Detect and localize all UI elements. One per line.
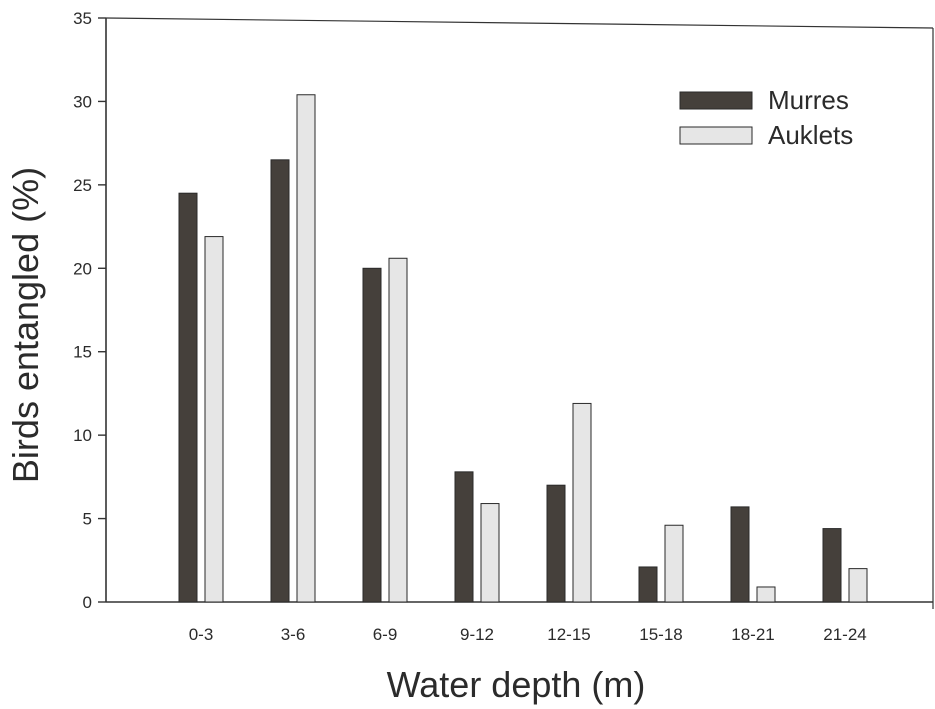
y-axis-title: Birds entangled (%) <box>5 167 46 483</box>
x-axis-ticks: 0-3 3-6 6-9 9-12 12-15 15-18 18-21 21-24 <box>189 625 867 644</box>
top-border <box>105 17 934 29</box>
bar-murres-15-18 <box>638 566 658 603</box>
legend-label-murres: Murres <box>768 85 849 115</box>
x-tick-label: 3-6 <box>281 625 306 644</box>
bar-auklets-18-21 <box>756 586 776 603</box>
x-tick-label: 21-24 <box>823 625 866 644</box>
bar-murres-21-24 <box>822 528 842 603</box>
y-tick-label: 25 <box>73 176 92 195</box>
x-tick-label: 18-21 <box>731 625 774 644</box>
bar-auklets-3-6 <box>296 94 316 603</box>
y-tick-label: 35 <box>73 9 92 28</box>
bar-auklets-9-12 <box>480 503 500 603</box>
y-tick-label: 30 <box>73 92 92 111</box>
bars <box>178 94 868 603</box>
bar-auklets-6-9 <box>388 257 408 603</box>
bar-murres-3-6 <box>270 159 290 603</box>
legend-label-auklets: Auklets <box>768 120 853 150</box>
bar-murres-9-12 <box>454 471 474 603</box>
bar-murres-0-3 <box>178 192 198 603</box>
x-axis-title: Water depth (m) <box>387 664 646 705</box>
plot-frame <box>105 17 934 609</box>
y-tick-label: 15 <box>73 343 92 362</box>
bar-auklets-15-18 <box>664 524 684 603</box>
y-tick-label: 10 <box>73 426 92 445</box>
x-tick-label: 6-9 <box>373 625 398 644</box>
bar-murres-6-9 <box>362 267 382 603</box>
x-tick-label: 0-3 <box>189 625 214 644</box>
y-tick-label: 0 <box>83 593 92 612</box>
bar-auklets-21-24 <box>848 568 868 603</box>
bar-murres-12-15 <box>546 484 566 603</box>
legend-swatch-murres <box>679 91 753 110</box>
bar-murres-18-21 <box>730 506 750 603</box>
x-tick-label: 12-15 <box>547 625 590 644</box>
x-tick-label: 15-18 <box>639 625 682 644</box>
legend: Murres Auklets <box>679 85 853 150</box>
bar-auklets-12-15 <box>572 402 592 603</box>
x-tick-label: 9-12 <box>460 625 494 644</box>
y-tick-label: 5 <box>83 510 92 529</box>
y-tick-label: 20 <box>73 259 92 278</box>
bar-auklets-0-3 <box>204 236 224 603</box>
y-axis-ticks: 0 5 10 15 20 25 30 35 <box>73 9 106 612</box>
legend-swatch-auklets <box>679 126 753 145</box>
